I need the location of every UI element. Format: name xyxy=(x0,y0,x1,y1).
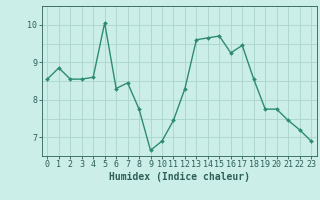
X-axis label: Humidex (Indice chaleur): Humidex (Indice chaleur) xyxy=(109,172,250,182)
